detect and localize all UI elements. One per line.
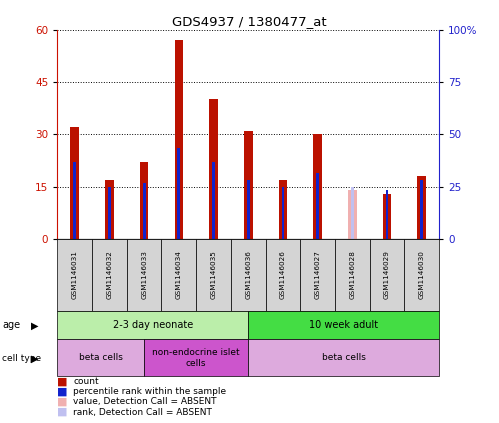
- Bar: [127, 239, 162, 311]
- Text: GSM1146034: GSM1146034: [176, 250, 182, 299]
- Bar: [418, 176, 426, 239]
- Text: ▶: ▶: [31, 354, 38, 364]
- Bar: [209, 99, 218, 239]
- Text: beta cells: beta cells: [322, 353, 366, 363]
- Bar: [265, 239, 300, 311]
- Bar: [143, 183, 146, 239]
- Text: beta cells: beta cells: [79, 353, 123, 363]
- Bar: [196, 239, 231, 311]
- Text: count: count: [73, 377, 99, 386]
- Bar: [247, 180, 250, 239]
- Bar: [231, 239, 265, 311]
- Bar: [105, 180, 114, 239]
- Text: GSM1146028: GSM1146028: [349, 250, 355, 299]
- Text: cell type: cell type: [2, 354, 41, 363]
- Text: ■: ■: [57, 387, 68, 397]
- Text: age: age: [2, 320, 20, 330]
- Text: ■: ■: [57, 407, 68, 417]
- Bar: [420, 180, 423, 239]
- Text: percentile rank within the sample: percentile rank within the sample: [73, 387, 227, 396]
- Bar: [212, 162, 215, 239]
- Text: ■: ■: [57, 397, 68, 407]
- Bar: [178, 148, 180, 239]
- Text: GSM1146035: GSM1146035: [211, 250, 217, 299]
- Bar: [351, 187, 354, 239]
- Text: ■: ■: [57, 376, 68, 387]
- Bar: [316, 173, 319, 239]
- Text: GSM1146032: GSM1146032: [106, 250, 112, 299]
- Bar: [108, 187, 111, 239]
- Bar: [92, 239, 127, 311]
- Text: GSM1146033: GSM1146033: [141, 250, 147, 299]
- Text: GDS4937 / 1380477_at: GDS4937 / 1380477_at: [172, 15, 327, 28]
- Text: GSM1146030: GSM1146030: [419, 250, 425, 299]
- Bar: [73, 162, 76, 239]
- Text: GSM1146027: GSM1146027: [315, 250, 321, 299]
- Bar: [313, 135, 322, 239]
- Bar: [244, 131, 252, 239]
- Bar: [144, 339, 248, 376]
- Bar: [370, 239, 404, 311]
- Text: GSM1146026: GSM1146026: [280, 250, 286, 299]
- Text: value, Detection Call = ABSENT: value, Detection Call = ABSENT: [73, 397, 217, 407]
- Bar: [248, 311, 439, 339]
- Text: non-endocrine islet
cells: non-endocrine islet cells: [152, 348, 240, 368]
- Bar: [70, 127, 79, 239]
- Text: GSM1146031: GSM1146031: [72, 250, 78, 299]
- Text: GSM1146029: GSM1146029: [384, 250, 390, 299]
- Bar: [281, 187, 284, 239]
- Bar: [140, 162, 149, 239]
- Bar: [248, 339, 439, 376]
- Bar: [175, 40, 183, 239]
- Bar: [335, 239, 370, 311]
- Bar: [57, 339, 144, 376]
- Bar: [383, 194, 391, 239]
- Bar: [57, 239, 92, 311]
- Bar: [278, 180, 287, 239]
- Bar: [300, 239, 335, 311]
- Text: ▶: ▶: [31, 320, 38, 330]
- Text: 10 week adult: 10 week adult: [309, 320, 378, 330]
- Bar: [348, 190, 357, 239]
- Text: 2-3 day neonate: 2-3 day neonate: [113, 320, 193, 330]
- Text: rank, Detection Call = ABSENT: rank, Detection Call = ABSENT: [73, 407, 212, 417]
- Bar: [162, 239, 196, 311]
- Bar: [386, 190, 388, 239]
- Bar: [57, 311, 249, 339]
- Text: GSM1146036: GSM1146036: [245, 250, 251, 299]
- Bar: [404, 239, 439, 311]
